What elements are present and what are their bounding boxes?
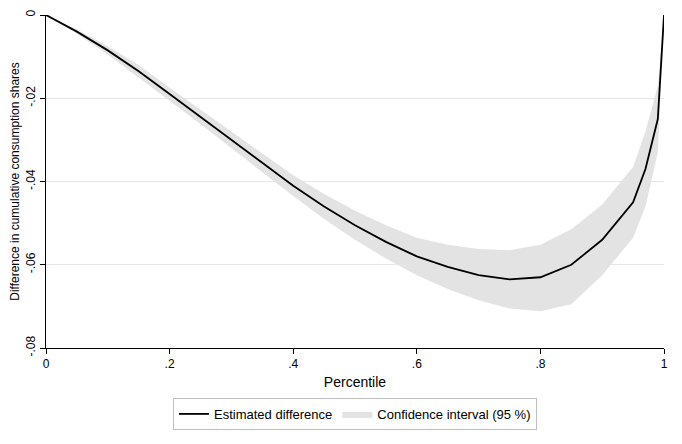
svg-text:1: 1 bbox=[661, 357, 668, 371]
svg-text:-.06: -.06 bbox=[24, 252, 38, 273]
svg-text:.4: .4 bbox=[288, 357, 298, 371]
svg-text:Confidence interval (95 %): Confidence interval (95 %) bbox=[377, 407, 530, 422]
svg-text:.6: .6 bbox=[412, 357, 422, 371]
svg-text:-.08: -.08 bbox=[24, 336, 38, 357]
svg-text:Estimated difference: Estimated difference bbox=[214, 407, 332, 422]
svg-text:.8: .8 bbox=[535, 357, 545, 371]
svg-text:-.02: -.02 bbox=[24, 86, 38, 107]
svg-text:Difference in cumulative consu: Difference in cumulative consumption sha… bbox=[8, 62, 22, 301]
svg-text:0: 0 bbox=[24, 10, 38, 17]
svg-text:0: 0 bbox=[43, 357, 50, 371]
svg-text:.2: .2 bbox=[165, 357, 175, 371]
svg-text:Percentile: Percentile bbox=[324, 374, 386, 390]
svg-text:-.04: -.04 bbox=[24, 169, 38, 190]
